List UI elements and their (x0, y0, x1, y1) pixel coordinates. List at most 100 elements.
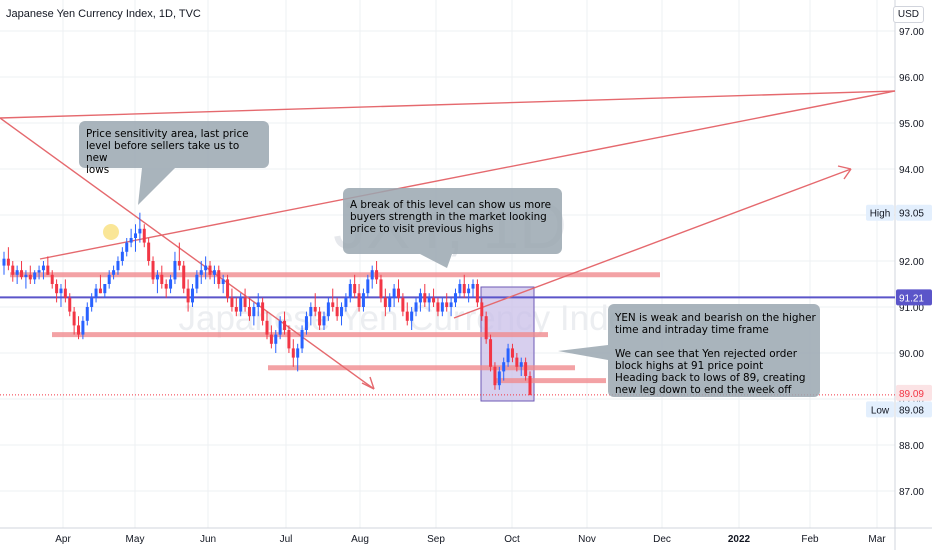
candle-down (401, 297, 405, 312)
candle-down (160, 274, 164, 284)
candle-up (410, 311, 414, 321)
low-label-bg (866, 401, 894, 418)
candle-down (379, 279, 383, 298)
candle-up (278, 320, 282, 335)
candle-up (304, 316, 308, 330)
candle-up (37, 270, 41, 273)
y-tick-label: 87.00 (899, 487, 924, 498)
y-tick-label: 97.00 (899, 27, 924, 38)
candle-up (199, 270, 203, 275)
candle-down (46, 265, 50, 275)
candle-up (24, 274, 28, 278)
candle-up (41, 265, 45, 271)
callout-1-box (79, 121, 269, 168)
candle-down (291, 348, 295, 358)
candle-up (458, 284, 462, 294)
trendline-upper (39, 90, 896, 260)
candle-down (423, 293, 427, 303)
candle-down (72, 311, 76, 326)
callout-3-box (608, 304, 820, 397)
candle-up (112, 270, 116, 275)
y-tick-label: 92.00 (899, 257, 924, 268)
candle-up (296, 348, 300, 358)
y-tick-label: 96.00 (899, 73, 924, 84)
candle-up (348, 284, 352, 298)
candle-up (440, 302, 444, 312)
candle-up (15, 270, 19, 275)
candle-down (247, 307, 251, 317)
high-value: 93.05 (899, 209, 924, 220)
candle-up (274, 334, 278, 344)
candle-up (85, 307, 89, 321)
candle-up (204, 265, 208, 271)
candle-up (471, 284, 475, 289)
candle-down (6, 258, 10, 266)
last-price-tag: 89.09 (899, 389, 924, 400)
candle-down (77, 325, 81, 335)
x-tick-label: May (126, 534, 145, 545)
candle-down (243, 297, 247, 307)
candle-up (90, 297, 94, 307)
order-block-box (480, 286, 535, 402)
candle-down (287, 330, 291, 349)
candle-down (462, 284, 466, 294)
candle-up (427, 297, 431, 303)
candle-up (120, 251, 124, 261)
candle-down (357, 293, 361, 307)
trendline-up (453, 168, 852, 319)
y-tick-label: 91.00 (899, 303, 924, 314)
candle-down (383, 297, 387, 307)
candle-down (524, 362, 528, 376)
candle-up (497, 371, 501, 386)
x-tick-label: Feb (801, 534, 819, 545)
candle-up (239, 297, 243, 312)
candle-up (322, 316, 326, 326)
candle-down (269, 334, 273, 344)
trendline-down (0, 117, 375, 390)
callout-2-pointer (420, 254, 452, 268)
candle-up (418, 293, 422, 303)
candle-up (81, 320, 85, 335)
candle-up (195, 274, 199, 289)
candle-up (2, 258, 6, 266)
candle-down (397, 288, 400, 298)
x-tick-label: Apr (55, 534, 71, 545)
candle-up (212, 270, 216, 275)
candle-down (147, 242, 151, 261)
candle-down (230, 297, 234, 307)
currency-selector[interactable]: USD (892, 6, 924, 23)
high-highlight (103, 224, 119, 240)
candle-down (283, 320, 287, 330)
candle-down (20, 270, 24, 278)
candle-down (98, 288, 102, 294)
x-tick-label: Mar (868, 534, 886, 545)
candle-down (353, 284, 357, 294)
current-price-tag: 91.21 (899, 293, 924, 304)
x-tick-label: Jun (200, 534, 216, 545)
candle-down (375, 270, 379, 280)
candle-down (182, 265, 186, 289)
candle-down (318, 311, 322, 326)
candle-up (414, 302, 418, 312)
low-label: Low (871, 405, 890, 416)
candle-down (142, 228, 146, 243)
candle-up (129, 238, 133, 243)
chart-title: Japanese Yen Currency Index, 1D, TVC (6, 8, 201, 20)
candle-up (33, 272, 37, 280)
candle-up (361, 293, 365, 307)
x-tick-label: 2022 (728, 534, 751, 545)
candle-up (449, 302, 453, 307)
candle-up (453, 293, 457, 303)
candle-down (436, 302, 440, 312)
candle-down (493, 366, 497, 386)
candle-down (510, 348, 514, 358)
candle-down (164, 284, 168, 289)
candle-down (405, 311, 409, 321)
candle-down (432, 297, 436, 303)
arrowhead-up-a (837, 165, 852, 170)
candle-down (55, 284, 59, 294)
candle-up (116, 261, 120, 271)
candle-down (313, 307, 317, 312)
candle-up (392, 288, 396, 298)
